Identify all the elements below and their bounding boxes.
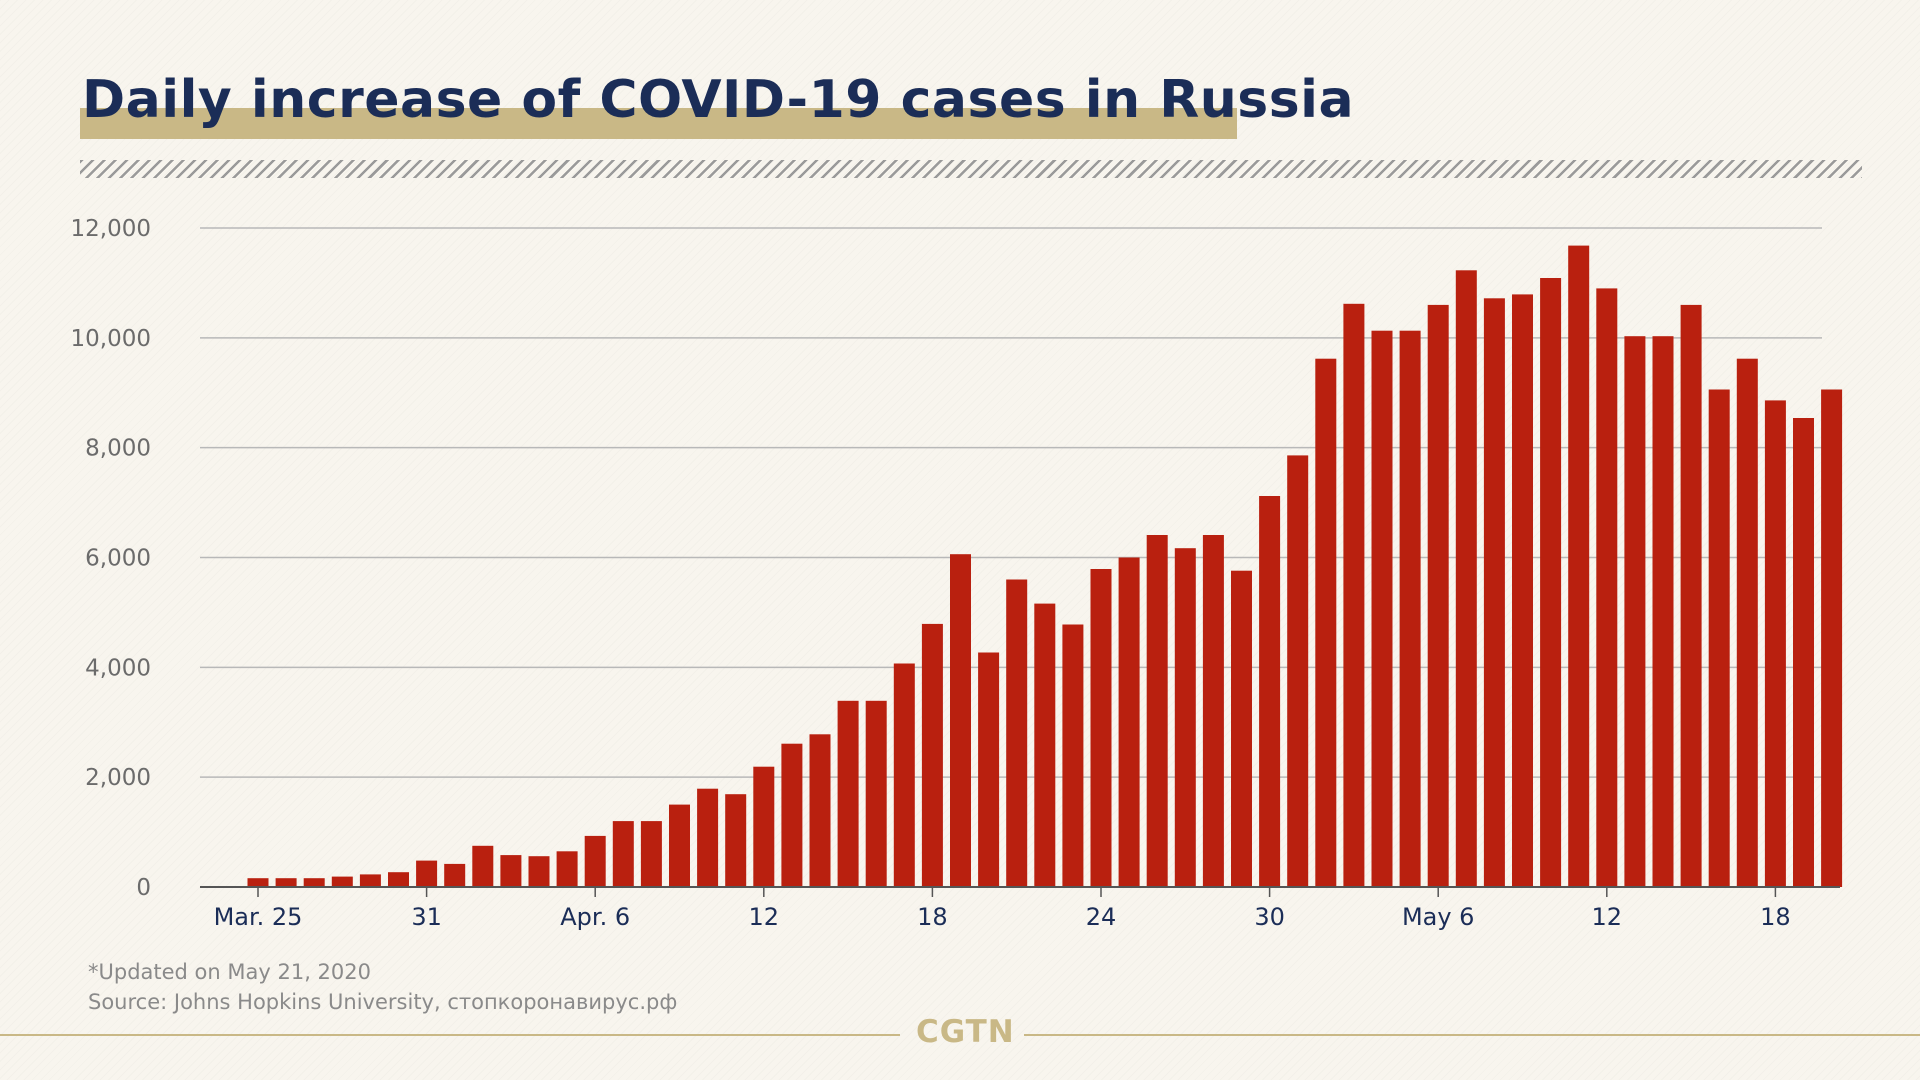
bar	[781, 743, 803, 887]
y-tick-label: 12,000	[71, 216, 151, 242]
bar	[1146, 535, 1168, 887]
y-tick-label: 8,000	[85, 436, 151, 462]
bar	[1652, 336, 1674, 887]
bar	[1764, 400, 1786, 887]
bar	[1174, 548, 1196, 887]
chart-title: Daily increase of COVID-19 cases in Russ…	[82, 70, 1355, 130]
bar	[1118, 557, 1140, 887]
bar	[303, 878, 325, 887]
bar	[444, 863, 466, 887]
bar	[669, 804, 690, 887]
bar	[1596, 288, 1618, 887]
bar	[1287, 455, 1309, 887]
y-tick-label: 2,000	[85, 765, 151, 791]
bar	[809, 734, 831, 887]
x-tick-label: 18	[917, 903, 948, 931]
bar	[1371, 330, 1393, 887]
bar	[1540, 278, 1562, 887]
bar	[1483, 298, 1505, 887]
bar	[1259, 496, 1281, 887]
x-tick-label: Apr. 6	[560, 903, 630, 931]
bar	[1006, 579, 1028, 887]
bar	[1708, 389, 1730, 887]
bar	[1680, 304, 1702, 887]
bar	[837, 700, 859, 887]
x-tick-label: Mar. 25	[214, 903, 303, 931]
bar	[528, 856, 550, 887]
y-tick-label: 6,000	[85, 546, 151, 572]
bar	[359, 874, 381, 887]
bar	[1090, 569, 1112, 887]
bar	[500, 855, 522, 887]
y-tick-label: 0	[136, 875, 151, 901]
bar	[1821, 389, 1843, 887]
bar	[472, 845, 494, 887]
bar	[1399, 330, 1421, 887]
bar	[388, 872, 409, 887]
bar	[416, 860, 438, 887]
bar	[1343, 303, 1365, 887]
hatched-divider	[80, 160, 1862, 178]
bar	[725, 794, 747, 887]
bar	[753, 766, 775, 887]
x-tick-label: 18	[1760, 903, 1791, 931]
bar	[640, 821, 662, 887]
x-tick-label: 12	[1592, 903, 1623, 931]
bar	[1427, 304, 1449, 887]
y-tick-label: 4,000	[85, 655, 151, 681]
bar	[1034, 603, 1056, 887]
source-note: Source: Johns Hopkins University, стопко…	[88, 990, 678, 1014]
x-tick-label: 31	[411, 903, 442, 931]
bar	[697, 788, 719, 887]
bar	[1062, 624, 1084, 887]
bars	[247, 245, 1843, 888]
x-tick-label: 12	[749, 903, 780, 931]
bar	[950, 554, 971, 887]
y-tick-label: 10,000	[71, 326, 151, 352]
bar	[1202, 535, 1224, 887]
x-tick-label: 24	[1086, 903, 1117, 931]
footer-rule-right	[1024, 1034, 1920, 1036]
bar	[612, 821, 634, 887]
cgtn-logo: CGTN	[916, 1014, 1015, 1050]
footer-rule-left	[0, 1034, 900, 1036]
bar	[247, 878, 269, 887]
x-tick-label: 30	[1254, 903, 1285, 931]
bar	[893, 663, 915, 887]
bar	[978, 652, 1000, 887]
x-axis-ticks: Mar. 25 31 Apr. 6 12 18 24 30 May 6 12 18	[214, 887, 1791, 931]
bar	[1736, 358, 1758, 887]
bar	[1315, 358, 1337, 887]
bar	[865, 700, 887, 887]
bar	[1793, 418, 1814, 887]
bar	[1455, 270, 1477, 887]
bar	[1231, 570, 1252, 887]
y-axis-ticks: 0 2,000 4,000 6,000 8,000 10,000 12,000	[71, 216, 151, 901]
bar	[556, 851, 578, 887]
x-tick-label: May 6	[1402, 903, 1475, 931]
bar	[275, 878, 297, 887]
bar	[331, 876, 353, 887]
bar	[1512, 294, 1533, 887]
bar	[1568, 245, 1590, 888]
bar	[1624, 336, 1646, 887]
title-highlight-band	[80, 108, 1237, 139]
bar	[584, 835, 606, 887]
bar	[921, 623, 943, 887]
updated-note: *Updated on May 21, 2020	[88, 960, 371, 984]
